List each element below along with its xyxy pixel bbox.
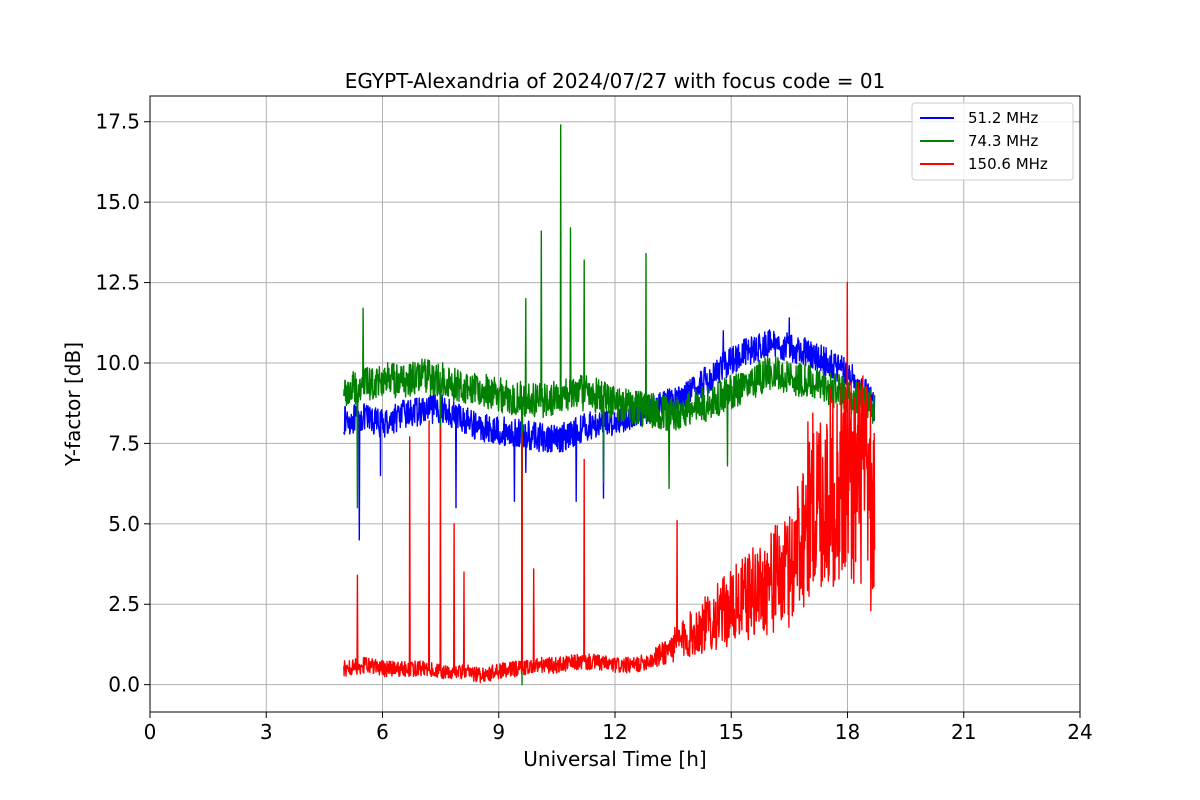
y-tick-label: 0.0 [108, 673, 140, 697]
x-tick-label: 24 [1067, 720, 1092, 744]
legend-label: 51.2 MHz [968, 109, 1038, 127]
legend: 51.2 MHz 74.3 MHz 150.6 MHz [911, 102, 1074, 181]
series-line-1 [343, 124, 876, 686]
legend-box [911, 102, 1074, 181]
y-tick-label: 17.5 [95, 110, 140, 134]
x-tick-label: 18 [835, 720, 860, 744]
chart-title: EGYPT-Alexandria of 2024/07/27 with focu… [345, 69, 886, 93]
y-tick-label: 5.0 [108, 512, 140, 536]
y-axis-label: Y-factor [dB] [61, 342, 85, 467]
series-line-0 [343, 317, 876, 541]
x-tick-label: 15 [719, 720, 744, 744]
y-tick-label: 15.0 [95, 190, 140, 214]
x-tick-label: 3 [260, 720, 273, 744]
x-tick-label: 0 [144, 720, 157, 744]
series-lines [343, 124, 876, 686]
x-tick-label: 6 [376, 720, 389, 744]
legend-label: 150.6 MHz [968, 155, 1048, 173]
x-tick-label: 9 [492, 720, 505, 744]
y-tick-label: 10.0 [95, 351, 140, 375]
y-tick-label: 12.5 [95, 271, 140, 295]
y-tick-label: 2.5 [108, 592, 140, 616]
x-axis-label: Universal Time [h] [523, 747, 706, 771]
series-line-2 [343, 281, 876, 684]
x-tick-label: 12 [602, 720, 627, 744]
axis-ticks: 0 3 6 9 12 15 18 21 24 0.0 2.5 5.0 7.5 10.0 12.5 15.0 17… [95, 110, 1092, 744]
x-tick-label: 21 [951, 720, 976, 744]
legend-label: 74.3 MHz [968, 132, 1038, 150]
y-tick-label: 7.5 [108, 431, 140, 455]
